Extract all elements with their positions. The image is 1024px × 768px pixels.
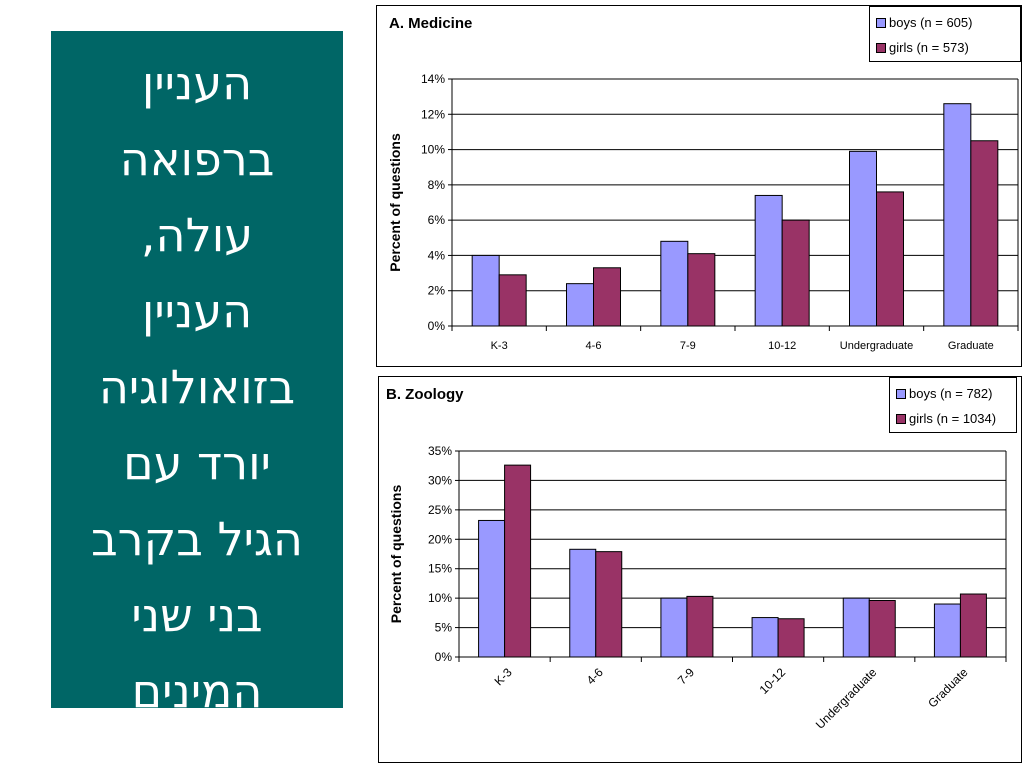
girls-bar bbox=[959, 593, 987, 658]
legend-item-girls: girls (n = 573) bbox=[876, 35, 1014, 60]
girls-bar bbox=[876, 191, 904, 327]
y-axis-label: Percent of questions bbox=[387, 133, 403, 272]
y-tick-label: 10% bbox=[428, 591, 452, 605]
side-panel-text: העניין ברפואה עולה, העניין בזואולוגיה יורד עם… bbox=[61, 45, 333, 729]
x-tick-label: Graduate bbox=[948, 340, 994, 352]
y-tick-label: 14% bbox=[421, 72, 445, 86]
x-tick-label: Undergraduate bbox=[840, 340, 913, 352]
girls-bar bbox=[777, 618, 805, 658]
legend-swatch bbox=[876, 42, 886, 53]
zoology-chart: B. Zoology 0% 5% 10% 15% 20% 25% 30% 35% Percent … bbox=[378, 376, 1022, 763]
y-tick-label: 8% bbox=[428, 178, 446, 192]
medicine-chart-plot: A. Medicine 0% 2% 4% 6% 8% 10% 12% 14% Percent of… bbox=[387, 15, 1019, 352]
side-panel-line: העניין bbox=[141, 56, 253, 110]
zoology-legend: boys (n = 782) girls (n = 1034) bbox=[889, 377, 1017, 433]
y-tick-label: 10% bbox=[421, 143, 445, 157]
y-axis-label: Percent of questions bbox=[388, 485, 404, 624]
girls-bar bbox=[504, 464, 532, 658]
boys-bar bbox=[478, 519, 506, 658]
side-panel-line: הגיל בקרב bbox=[91, 512, 303, 566]
legend-item-boys: boys (n = 782) bbox=[896, 381, 1010, 406]
y-tick-label: 12% bbox=[421, 107, 445, 121]
side-panel: העניין ברפואה עולה, העניין בזואולוגיה יורד עם… bbox=[51, 31, 343, 718]
medicine-chart: A. Medicine 0% 2% 4% 6% 8% 10% 12% 14% Percent of… bbox=[376, 5, 1022, 367]
boys-bar bbox=[569, 548, 597, 658]
y-tick-label: 0% bbox=[435, 650, 453, 664]
x-tick-label: 4-6 bbox=[586, 340, 602, 352]
side-panel-line: יורד עם bbox=[123, 436, 271, 490]
side-panel-line: העניין bbox=[141, 284, 253, 338]
boys-bar bbox=[842, 597, 870, 658]
boys-bar bbox=[660, 240, 689, 327]
boys-bar bbox=[933, 603, 961, 658]
x-tick-label: Undergraduate bbox=[813, 665, 880, 732]
x-tick-label: 7-9 bbox=[680, 340, 696, 352]
boys-bar bbox=[754, 194, 783, 327]
girls-bar bbox=[970, 140, 999, 327]
side-panel-line: ברפואה bbox=[119, 132, 275, 186]
chart-title: B. Zoology bbox=[386, 386, 464, 403]
boys-bar bbox=[471, 254, 500, 327]
girls-bar bbox=[687, 253, 716, 327]
x-tick-label: K-3 bbox=[491, 340, 508, 352]
side-panel-line: עולה, bbox=[140, 208, 254, 262]
girls-bar bbox=[781, 219, 810, 327]
chart-title: A. Medicine bbox=[389, 15, 472, 32]
x-tick-label: K-3 bbox=[492, 665, 515, 688]
boys-bar bbox=[751, 617, 779, 658]
x-tick-label: Graduate bbox=[925, 665, 971, 711]
legend-label: girls (n = 1034) bbox=[909, 411, 997, 426]
x-tick-label: 10-12 bbox=[757, 665, 789, 697]
legend-item-boys: boys (n = 605) bbox=[876, 10, 1014, 35]
girls-bar bbox=[498, 274, 527, 327]
y-tick-label: 6% bbox=[428, 213, 446, 227]
y-tick-label: 20% bbox=[428, 532, 452, 546]
girls-bar bbox=[593, 267, 621, 327]
x-tick-label: 4-6 bbox=[584, 665, 606, 687]
legend-label: girls (n = 573) bbox=[889, 40, 969, 55]
y-tick-label: 4% bbox=[428, 248, 446, 262]
legend-label: boys (n = 782) bbox=[909, 386, 993, 401]
girls-bar bbox=[868, 599, 896, 658]
x-tick-label: 7-9 bbox=[675, 665, 697, 687]
boys-bar bbox=[566, 283, 594, 327]
boys-bar bbox=[660, 597, 688, 658]
y-tick-label: 30% bbox=[428, 473, 452, 487]
legend-swatch bbox=[896, 388, 906, 399]
y-tick-label: 15% bbox=[428, 562, 452, 576]
zoology-chart-plot: B. Zoology 0% 5% 10% 15% 20% 25% 30% 35% Percent … bbox=[386, 386, 1007, 732]
girls-bar bbox=[595, 551, 623, 658]
girls-bar bbox=[686, 595, 714, 658]
x-tick-label: 10-12 bbox=[768, 340, 796, 352]
legend-swatch bbox=[896, 413, 906, 424]
legend-item-girls: girls (n = 1034) bbox=[896, 406, 1010, 431]
legend-label: boys (n = 605) bbox=[889, 15, 973, 30]
boys-bar bbox=[943, 103, 972, 327]
medicine-legend: boys (n = 605) girls (n = 573) bbox=[869, 6, 1021, 62]
y-tick-label: 25% bbox=[428, 503, 452, 517]
side-panel-line: המינים bbox=[131, 664, 263, 718]
side-panel-line: בזואולוגיה bbox=[98, 360, 296, 414]
legend-swatch bbox=[876, 17, 886, 28]
y-tick-label: 2% bbox=[428, 284, 446, 298]
y-tick-label: 0% bbox=[428, 319, 446, 333]
side-panel-line: בני שני bbox=[131, 588, 263, 642]
y-tick-label: 5% bbox=[435, 621, 453, 635]
boys-bar bbox=[849, 150, 877, 327]
y-tick-label: 35% bbox=[428, 444, 452, 458]
